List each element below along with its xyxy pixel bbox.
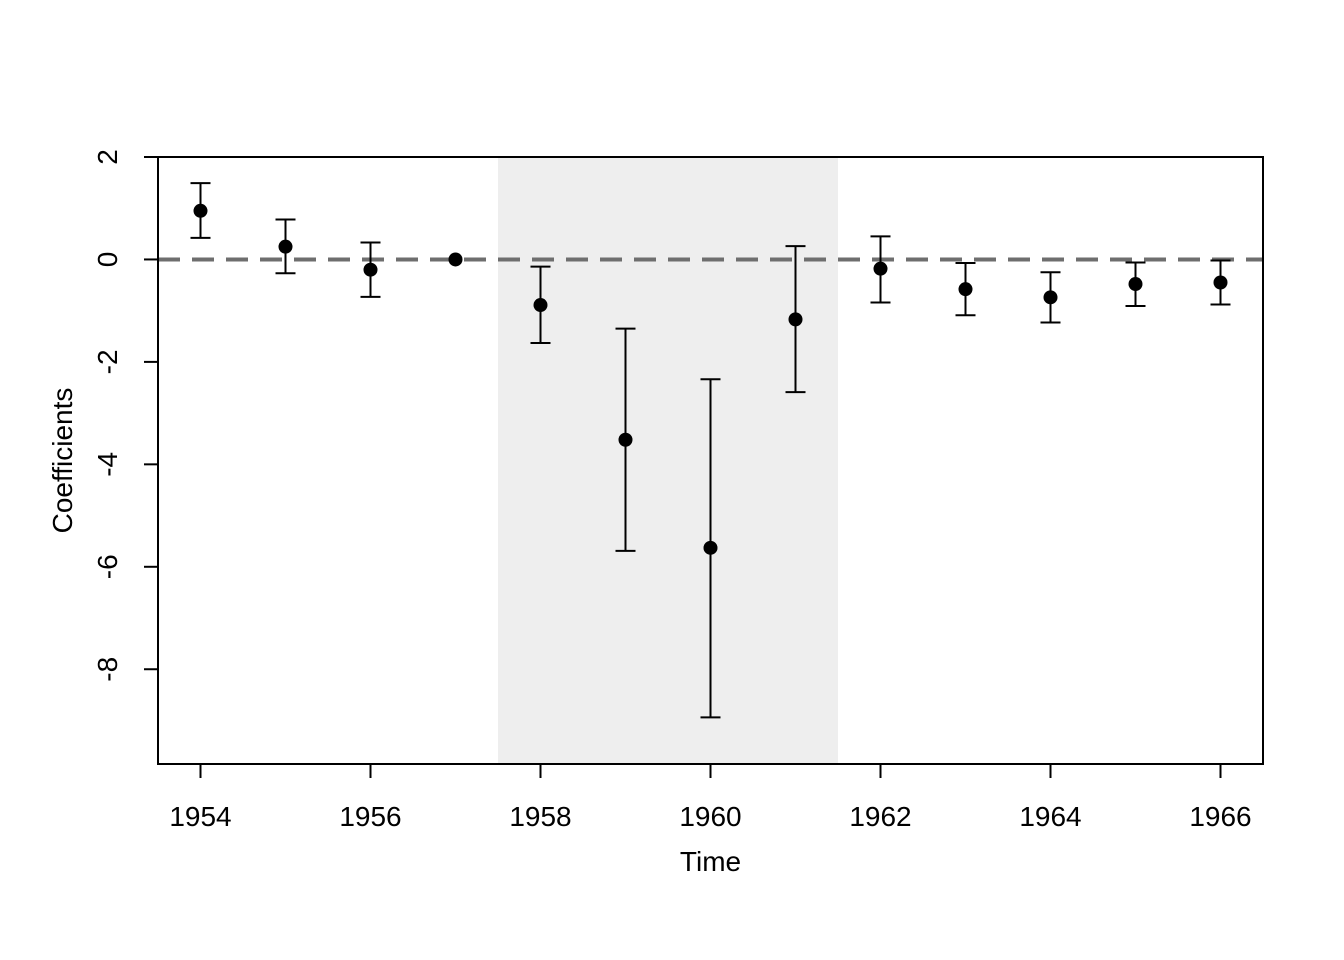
x-tick-label-1958: 1958 xyxy=(509,801,571,832)
y-tick-label--2: -2 xyxy=(92,349,123,374)
data-point-1957 xyxy=(448,252,463,267)
shaded-period xyxy=(498,157,838,764)
data-point-1961 xyxy=(788,312,803,327)
y-tick-label-2: 2 xyxy=(92,149,123,165)
y-tick-label--6: -6 xyxy=(92,554,123,579)
y-tick-label--8: -8 xyxy=(92,657,123,682)
y-axis: 2 0 -2 -4 -6 -8 xyxy=(92,149,158,682)
x-axis-title: Time xyxy=(680,846,741,877)
y-tick-label-0: 0 xyxy=(92,252,123,268)
data-point-1960 xyxy=(703,540,718,555)
data-point-1965 xyxy=(1128,277,1143,292)
y-tick-label--4: -4 xyxy=(92,452,123,477)
data-point-1964 xyxy=(1043,290,1058,305)
data-point-1966 xyxy=(1213,275,1228,290)
data-point-1959 xyxy=(618,432,633,447)
data-point-1954 xyxy=(193,203,208,218)
x-tick-label-1966: 1966 xyxy=(1189,801,1251,832)
x-tick-label-1962: 1962 xyxy=(849,801,911,832)
data-point-1963 xyxy=(958,282,973,297)
shaded-region-layer xyxy=(498,157,838,764)
data-point-1955 xyxy=(278,239,293,254)
point-layer xyxy=(193,203,1228,555)
x-axis: 1954 1956 1958 1960 1962 1964 1966 xyxy=(169,764,1252,832)
x-tick-label-1956: 1956 xyxy=(339,801,401,832)
data-point-1958 xyxy=(533,298,548,313)
x-tick-label-1954: 1954 xyxy=(169,801,231,832)
data-point-1956 xyxy=(363,262,378,277)
x-tick-label-1964: 1964 xyxy=(1019,801,1081,832)
x-tick-label-1960: 1960 xyxy=(679,801,741,832)
y-axis-title: Coefficients xyxy=(47,388,78,534)
data-point-1962 xyxy=(873,261,888,276)
